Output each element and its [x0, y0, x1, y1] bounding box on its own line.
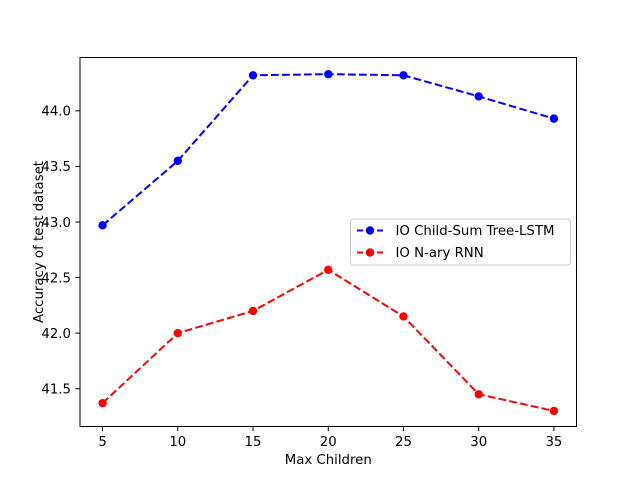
x-tick-label: 5	[98, 435, 106, 450]
y-tick-label: 41.5	[41, 383, 71, 398]
x-tick-label: 25	[395, 435, 412, 450]
data-point-marker	[248, 306, 258, 316]
x-tick-label: 10	[169, 435, 186, 450]
legend-entry: IO Child-Sum Tree-LSTM	[357, 224, 554, 239]
legend-label: IO Child-Sum Tree-LSTM	[396, 224, 555, 239]
data-point-marker	[98, 398, 107, 408]
y-tick-label: 44.0	[41, 105, 71, 120]
data-point-marker	[399, 312, 408, 321]
data-point-marker	[173, 328, 182, 338]
data-point-marker	[324, 69, 333, 79]
x-axis-label: Max Children	[285, 453, 372, 468]
legend-marker	[365, 248, 375, 257]
data-point-marker	[474, 92, 483, 101]
x-tick-label: 30	[470, 435, 487, 450]
data-point-marker	[98, 221, 107, 230]
data-point-marker	[549, 114, 559, 123]
data-point-marker	[474, 390, 483, 399]
data-point-marker	[549, 406, 559, 416]
x-tick-label: 20	[320, 435, 337, 450]
data-point-marker	[173, 156, 182, 166]
y-tick-label: 43.5	[41, 160, 71, 175]
legend-box	[350, 218, 571, 266]
data-point-marker	[399, 71, 408, 80]
x-tick-label: 15	[245, 435, 262, 450]
legend-label: IO N-ary RNN	[396, 246, 484, 261]
data-point-marker	[324, 265, 333, 274]
legend: IO Child-Sum Tree-LSTM IO N-ary RNN	[350, 218, 571, 266]
y-axis-label: Accuracy of test dataset	[32, 161, 47, 323]
x-tick-label: 35	[545, 435, 562, 450]
y-tick-label: 42.0	[41, 327, 71, 342]
plot-frame	[79, 57, 577, 427]
y-tick-label: 43.0	[41, 216, 71, 231]
legend-entry: IO N-ary RNN	[357, 246, 484, 261]
y-tick-label: 42.5	[41, 271, 71, 286]
legend-marker	[365, 226, 375, 235]
data-point-marker	[248, 71, 258, 80]
